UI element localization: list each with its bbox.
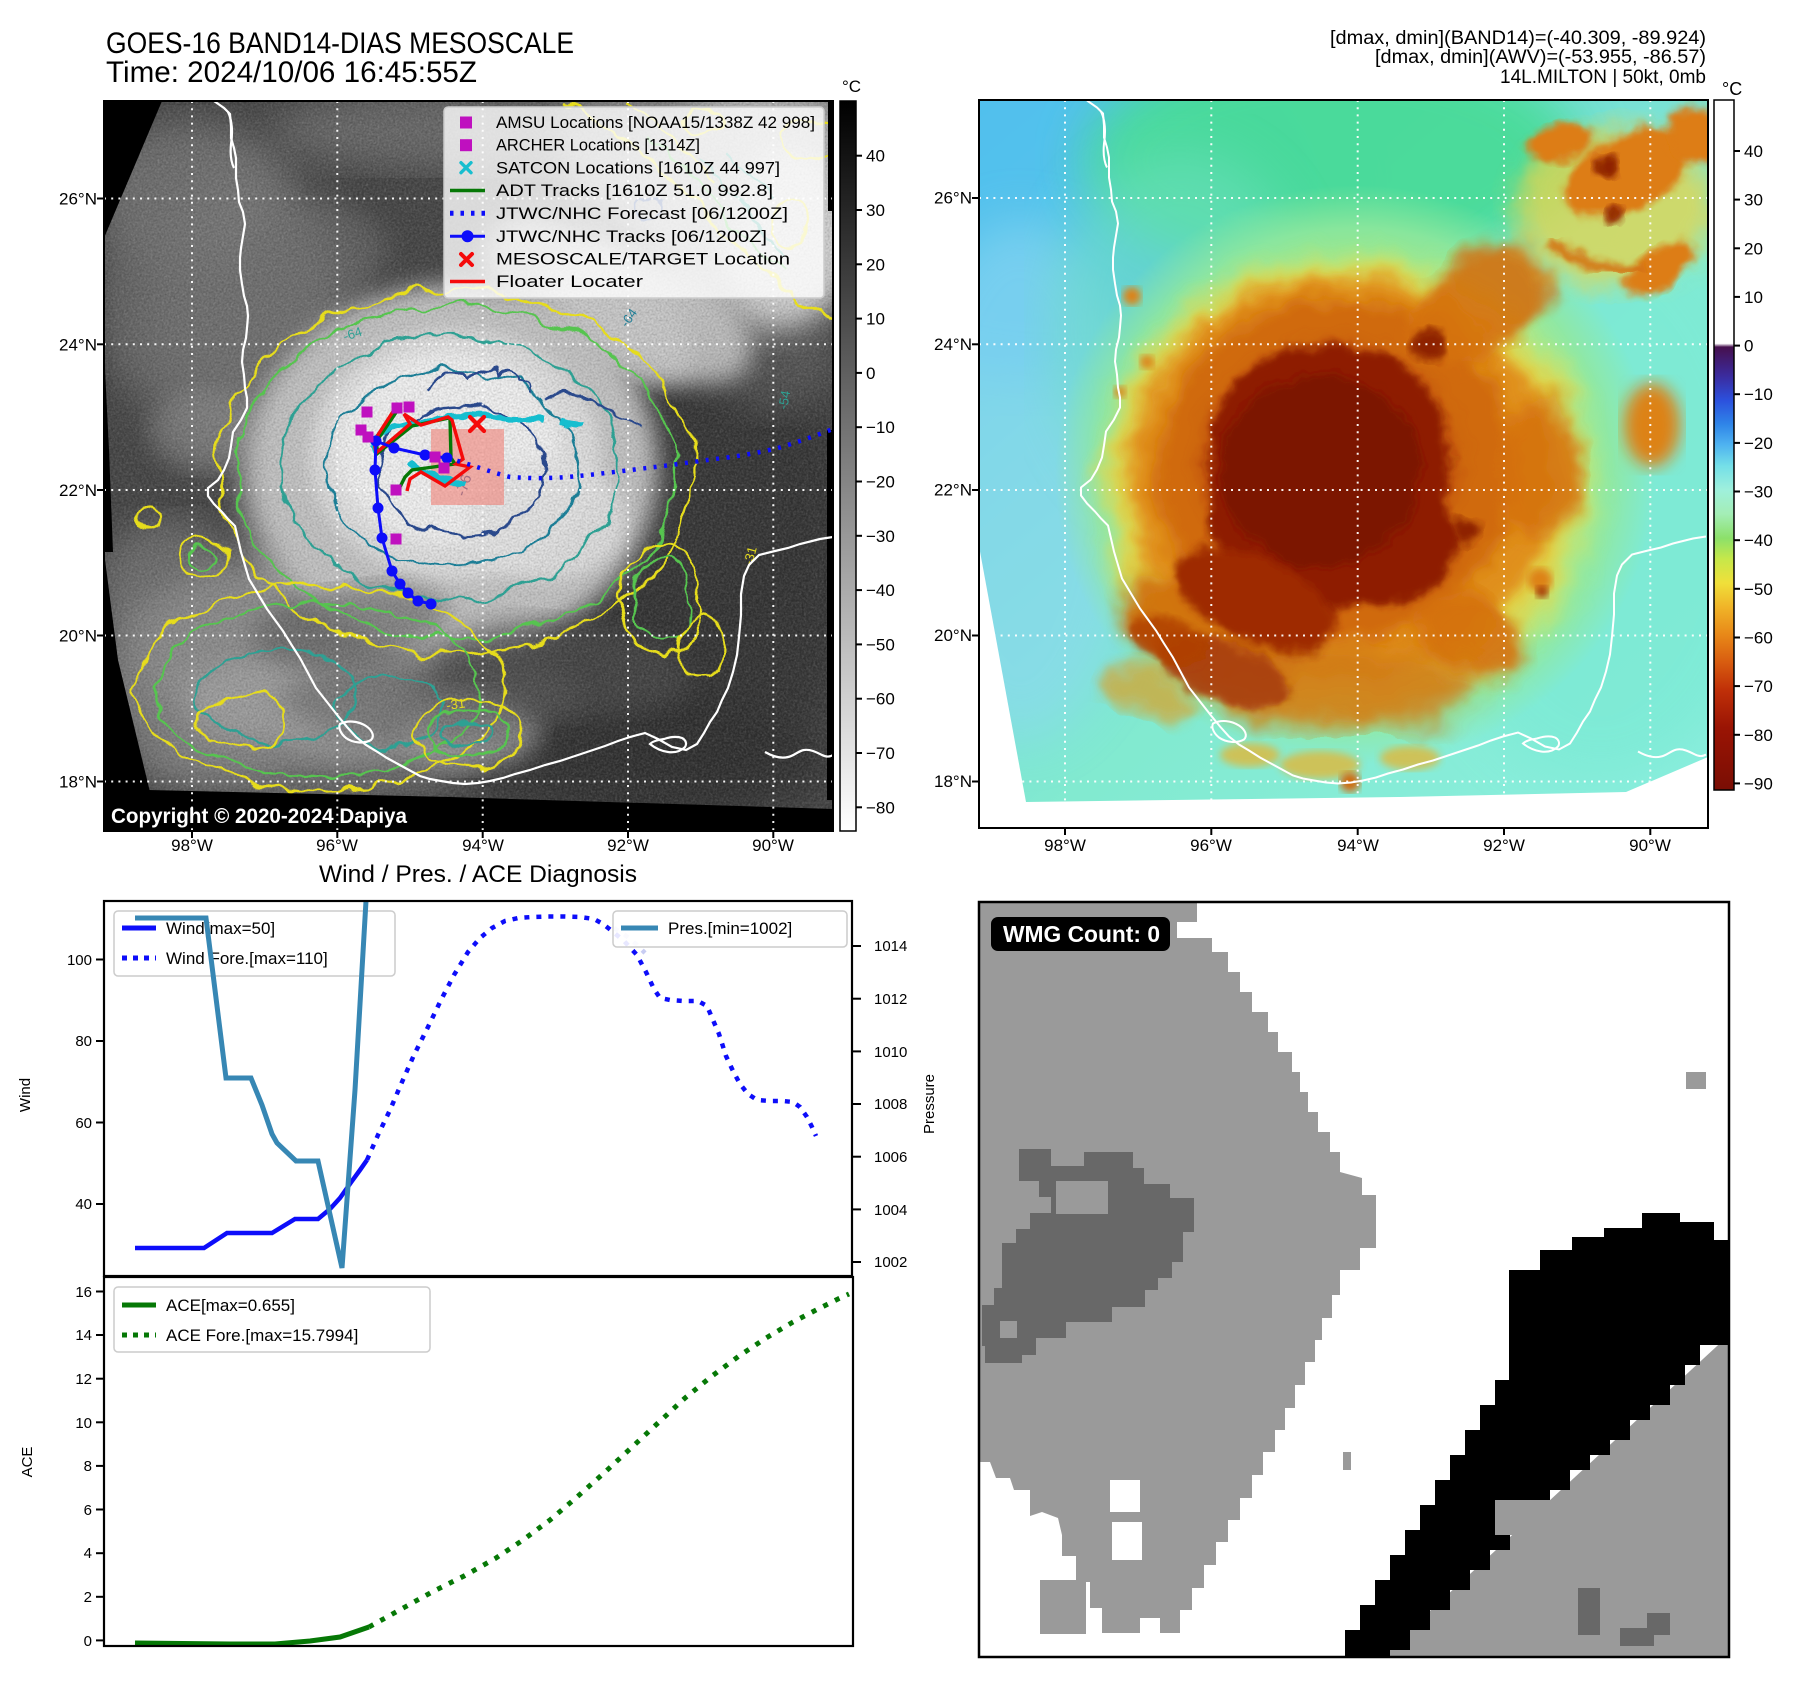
svg-text:-31: -31	[445, 696, 466, 713]
svg-text:20°N: 20°N	[934, 626, 972, 645]
svg-text:98°W: 98°W	[1044, 836, 1086, 855]
svg-text:-54: -54	[775, 389, 793, 410]
svg-text:10: 10	[1744, 288, 1763, 307]
svg-text:−90: −90	[1744, 774, 1773, 793]
svg-text:96°W: 96°W	[1190, 836, 1232, 855]
svg-text:1006: 1006	[874, 1149, 907, 1166]
svg-text:60: 60	[75, 1115, 92, 1132]
svg-text:24°N: 24°N	[934, 335, 972, 354]
svg-text:0: 0	[866, 364, 875, 383]
svg-text:14: 14	[75, 1327, 92, 1344]
svg-text:−30: −30	[1744, 483, 1773, 502]
svg-text:ACE[max=0.655]: ACE[max=0.655]	[166, 1296, 295, 1315]
svg-text:−70: −70	[1744, 677, 1773, 696]
svg-text:4: 4	[84, 1545, 92, 1562]
svg-text:Wind / Pres. / ACE Diagnosis: Wind / Pres. / ACE Diagnosis	[319, 861, 637, 888]
svg-text:30: 30	[866, 201, 885, 220]
svg-text:90°W: 90°W	[1629, 836, 1671, 855]
svg-text:24°N: 24°N	[59, 335, 97, 354]
svg-text:26°N: 26°N	[59, 190, 97, 209]
svg-text:Floater Locater: Floater Locater	[496, 273, 644, 291]
svg-text:°C: °C	[842, 77, 861, 96]
svg-text:18°N: 18°N	[934, 772, 972, 791]
svg-text:ADT Tracks [1610Z 51.0 992.8]: ADT Tracks [1610Z 51.0 992.8]	[496, 182, 773, 200]
svg-text:0: 0	[1744, 337, 1753, 356]
svg-text:[dmax, dmin](BAND14)=(-40.309,: [dmax, dmin](BAND14)=(-40.309, -89.924)	[1330, 28, 1706, 49]
svg-text:Wind[max=50]: Wind[max=50]	[166, 919, 275, 938]
svg-text:1008: 1008	[874, 1096, 907, 1113]
svg-text:−70: −70	[866, 744, 895, 763]
svg-text:14L.MILTON | 50kt, 0mb: 14L.MILTON | 50kt, 0mb	[1500, 67, 1706, 88]
svg-text:−40: −40	[1744, 531, 1773, 550]
svg-text:−30: −30	[866, 527, 895, 546]
svg-text:1012: 1012	[874, 991, 907, 1008]
svg-text:Pres.[min=1002]: Pres.[min=1002]	[668, 919, 792, 938]
svg-text:Wind Fore.[max=110]: Wind Fore.[max=110]	[166, 949, 328, 968]
svg-text:98°W: 98°W	[171, 836, 213, 855]
svg-text:10: 10	[866, 310, 885, 329]
svg-text:−80: −80	[1744, 726, 1773, 745]
svg-text:−10: −10	[1744, 385, 1773, 404]
svg-text:−80: −80	[866, 798, 895, 817]
svg-text:-31: -31	[740, 545, 759, 567]
svg-text:40: 40	[1744, 142, 1763, 161]
svg-text:−10: −10	[866, 418, 895, 437]
svg-text:22°N: 22°N	[59, 481, 97, 500]
svg-text:-64: -64	[341, 324, 364, 344]
svg-text:WMG Count: 0: WMG Count: 0	[1003, 921, 1160, 947]
svg-text:22°N: 22°N	[934, 481, 972, 500]
svg-text:ACE: ACE	[19, 1447, 36, 1478]
svg-text:96°W: 96°W	[316, 836, 358, 855]
svg-text:20: 20	[1744, 239, 1763, 258]
svg-text:10: 10	[75, 1415, 92, 1432]
svg-text:26°N: 26°N	[934, 189, 972, 208]
svg-text:90°W: 90°W	[752, 836, 794, 855]
svg-text:−60: −60	[866, 690, 895, 709]
svg-text:40: 40	[866, 147, 885, 166]
svg-text:18°N: 18°N	[59, 773, 97, 792]
svg-text:−20: −20	[1744, 434, 1773, 453]
svg-text:100: 100	[67, 952, 92, 969]
svg-text:1002: 1002	[874, 1254, 907, 1271]
svg-text:16: 16	[75, 1284, 92, 1301]
svg-text:MESOSCALE/TARGET Location: MESOSCALE/TARGET Location	[496, 251, 790, 269]
svg-text:−40: −40	[866, 581, 895, 600]
svg-text:−60: −60	[1744, 629, 1773, 648]
svg-text:2: 2	[84, 1589, 92, 1606]
svg-text:GOES-16 BAND14-DIAS MESOSCALE: GOES-16 BAND14-DIAS MESOSCALE	[106, 27, 574, 60]
svg-text:AMSU Locations [NOAA15/1338Z 4: AMSU Locations [NOAA15/1338Z 42 998]	[496, 114, 815, 132]
svg-text:92°W: 92°W	[1483, 836, 1525, 855]
svg-text:94°W: 94°W	[1337, 836, 1379, 855]
svg-text:80: 80	[75, 1033, 92, 1050]
svg-text:20°N: 20°N	[59, 627, 97, 646]
svg-text:8: 8	[84, 1458, 92, 1475]
svg-text:30: 30	[1744, 191, 1763, 210]
svg-text:12: 12	[75, 1371, 92, 1388]
svg-text:ARCHER Locations [1314Z]: ARCHER Locations [1314Z]	[496, 137, 700, 155]
svg-text:[dmax, dmin](AWV)=(-53.955, -8: [dmax, dmin](AWV)=(-53.955, -86.57)	[1375, 47, 1706, 68]
svg-text:20: 20	[866, 255, 885, 274]
svg-text:1014: 1014	[874, 938, 907, 955]
svg-text:−20: −20	[866, 473, 895, 492]
svg-text:−50: −50	[866, 635, 895, 654]
svg-text:6: 6	[84, 1502, 92, 1519]
svg-text:−50: −50	[1744, 580, 1773, 599]
svg-text:94°W: 94°W	[462, 836, 504, 855]
svg-text:Copyright © 2020-2024 Dapiya: Copyright © 2020-2024 Dapiya	[111, 805, 407, 828]
svg-text:92°W: 92°W	[607, 836, 649, 855]
svg-text:Time: 2024/10/06 16:45:55Z: Time: 2024/10/06 16:45:55Z	[106, 56, 477, 89]
svg-text:0: 0	[84, 1633, 92, 1650]
svg-text:JTWC/NHC Tracks [06/1200Z]: JTWC/NHC Tracks [06/1200Z]	[496, 228, 767, 246]
svg-text:1004: 1004	[874, 1202, 907, 1219]
svg-text:°C: °C	[1722, 79, 1742, 99]
svg-text:Wind: Wind	[17, 1078, 34, 1112]
svg-text:ACE Fore.[max=15.7994]: ACE Fore.[max=15.7994]	[166, 1326, 358, 1345]
svg-text:1010: 1010	[874, 1044, 907, 1061]
svg-text:Pressure: Pressure	[921, 1074, 938, 1134]
svg-text:SATCON Locations [1610Z 44 997: SATCON Locations [1610Z 44 997]	[496, 160, 780, 178]
svg-text:40: 40	[75, 1196, 92, 1213]
svg-text:JTWC/NHC Forecast [06/1200Z]: JTWC/NHC Forecast [06/1200Z]	[496, 205, 788, 223]
